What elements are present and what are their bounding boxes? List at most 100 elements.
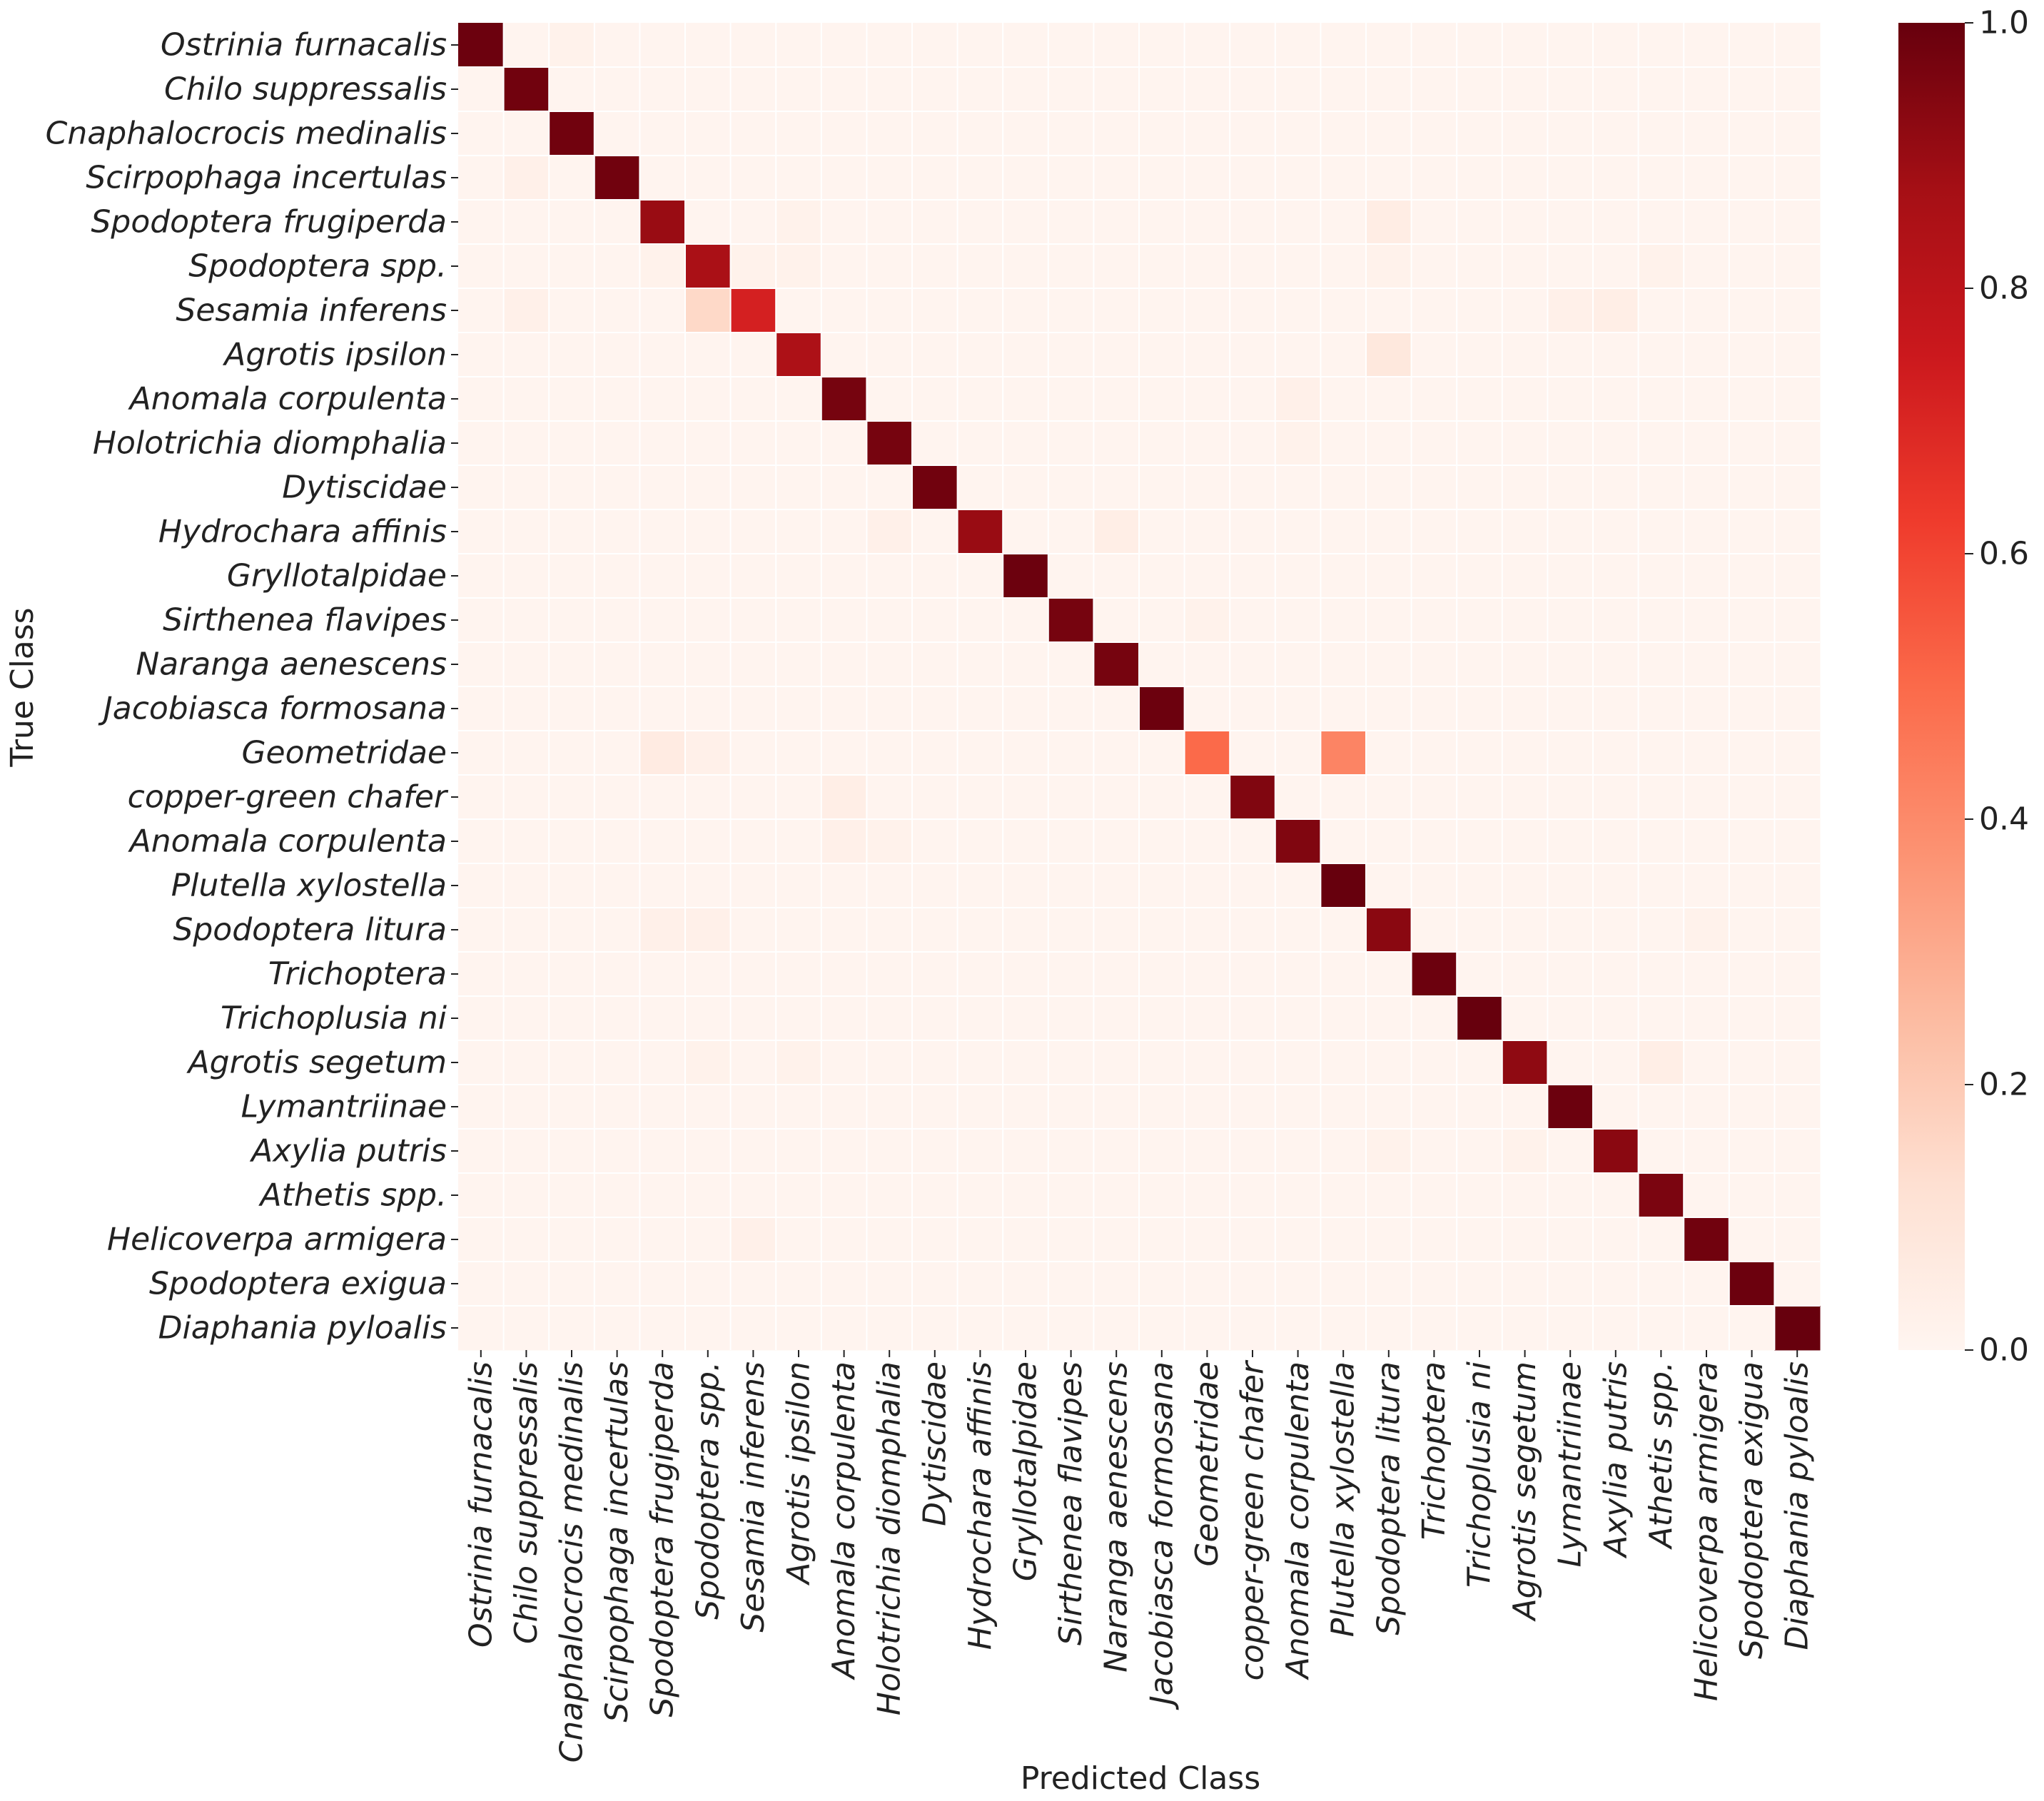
heatmap-cell — [912, 1085, 958, 1130]
heatmap-cell — [912, 377, 958, 422]
heatmap-cell — [1184, 952, 1230, 997]
colorbar-tick-label: 0.8 — [1979, 270, 2029, 307]
heatmap-cell-diagonal — [866, 421, 913, 466]
heatmap-cell — [1275, 952, 1321, 997]
heatmap-cell — [1638, 1085, 1684, 1130]
heatmap-cell — [639, 1173, 686, 1218]
heatmap-cell — [685, 642, 732, 687]
heatmap-cell — [1729, 863, 1775, 908]
heatmap-cell — [1547, 244, 1594, 289]
heatmap-cell — [594, 1173, 640, 1218]
heatmap-cell — [1048, 1217, 1094, 1262]
heatmap-cell — [685, 421, 732, 466]
heatmap-cell — [912, 421, 958, 466]
heatmap-cell — [503, 288, 550, 333]
heatmap-cell — [1457, 1173, 1503, 1218]
heatmap-cell-diagonal — [1320, 863, 1367, 908]
heatmap-cell — [1320, 67, 1367, 112]
heatmap-cell — [866, 465, 913, 510]
heatmap-cell — [1457, 1262, 1503, 1307]
heatmap-cell — [1139, 23, 1185, 68]
heatmap-cell — [1457, 1129, 1503, 1174]
heatmap-cell — [730, 244, 776, 289]
heatmap-cell — [549, 288, 595, 333]
heatmap-cell — [1502, 686, 1548, 731]
heatmap-cell — [957, 465, 1003, 510]
heatmap-cell — [549, 775, 595, 820]
heatmap-cell — [594, 819, 640, 864]
heatmap-cell — [1139, 908, 1185, 953]
heatmap-cell — [594, 642, 640, 687]
y-tick-label: Agrotis segetum — [186, 1045, 447, 1081]
heatmap-cell — [1184, 1085, 1230, 1130]
heatmap-cell — [1411, 731, 1457, 776]
heatmap-cell — [776, 908, 822, 953]
heatmap-cell — [1684, 333, 1730, 377]
colorbar-ticks: 0.0 0.2 0.4 0.6 0.8 1.0 — [1965, 5, 2029, 1369]
heatmap-cell — [594, 111, 640, 156]
heatmap-cell — [1593, 1306, 1639, 1351]
heatmap-cell — [1230, 1262, 1276, 1307]
heatmap-cell — [1093, 244, 1140, 289]
heatmap-cell — [1320, 775, 1367, 820]
heatmap-cell — [1457, 509, 1503, 554]
heatmap-cell — [1411, 686, 1457, 731]
heatmap-cell — [1547, 23, 1594, 68]
heatmap-cell — [1366, 333, 1412, 377]
heatmap-cell-diagonal — [1638, 1173, 1684, 1218]
heatmap-cell — [685, 731, 732, 776]
heatmap-cell — [957, 1217, 1003, 1262]
heatmap-cell — [594, 686, 640, 731]
heatmap-cell — [776, 23, 822, 68]
x-tick-label: Holotrichia diomphalia — [871, 1361, 908, 1715]
heatmap-cell — [1684, 288, 1730, 333]
heatmap-cell — [685, 554, 732, 599]
heatmap-cell — [1411, 642, 1457, 687]
heatmap-cell — [1275, 642, 1321, 687]
heatmap-cell — [1003, 156, 1049, 201]
heatmap-cell — [1275, 686, 1321, 731]
heatmap-cell — [1638, 1129, 1684, 1174]
heatmap-cell — [1457, 200, 1503, 245]
heatmap-cell — [957, 1129, 1003, 1174]
heatmap-cell — [1366, 863, 1412, 908]
heatmap-cell-diagonal — [549, 111, 595, 156]
heatmap-cell — [1139, 333, 1185, 377]
heatmap-cell — [957, 952, 1003, 997]
heatmap-cell — [821, 67, 867, 112]
heatmap-cell — [1139, 509, 1185, 554]
heatmap-cell — [458, 1129, 505, 1174]
heatmap-cell — [912, 509, 958, 554]
x-tick-label: Sirthenea flavipes — [1053, 1361, 1089, 1645]
heatmap-cell — [957, 686, 1003, 731]
heatmap-cell — [1275, 200, 1321, 245]
heatmap-cell — [1729, 244, 1775, 289]
heatmap-cell — [866, 1085, 913, 1130]
heatmap-cell — [503, 1085, 550, 1130]
y-tick-label: Spodoptera frugiperda — [91, 204, 447, 240]
heatmap-cell — [957, 863, 1003, 908]
heatmap-cell — [685, 863, 732, 908]
heatmap-cell — [1684, 156, 1730, 201]
heatmap-cell — [503, 1129, 550, 1174]
heatmap-cell — [685, 996, 732, 1041]
heatmap-cell — [821, 1129, 867, 1174]
heatmap-cell — [1048, 1085, 1094, 1130]
x-tick-label: Anomala corpulenta — [1280, 1361, 1316, 1680]
heatmap-cell — [1547, 1129, 1594, 1174]
heatmap-cell — [1275, 377, 1321, 422]
heatmap-cell — [912, 731, 958, 776]
heatmap-cell — [1275, 996, 1321, 1041]
heatmap-cell — [1457, 244, 1503, 289]
heatmap-cell — [1684, 775, 1730, 820]
heatmap-cell — [866, 288, 913, 333]
heatmap-cell — [776, 465, 822, 510]
heatmap-cell — [912, 200, 958, 245]
heatmap-cell — [594, 908, 640, 953]
heatmap-cell — [1230, 1040, 1276, 1085]
heatmap-cell-diagonal — [1593, 1129, 1639, 1174]
heatmap-cell — [503, 333, 550, 377]
heatmap-cell — [1230, 731, 1276, 776]
heatmap-cell-diagonal — [1139, 686, 1185, 731]
heatmap-cell — [1320, 377, 1367, 422]
